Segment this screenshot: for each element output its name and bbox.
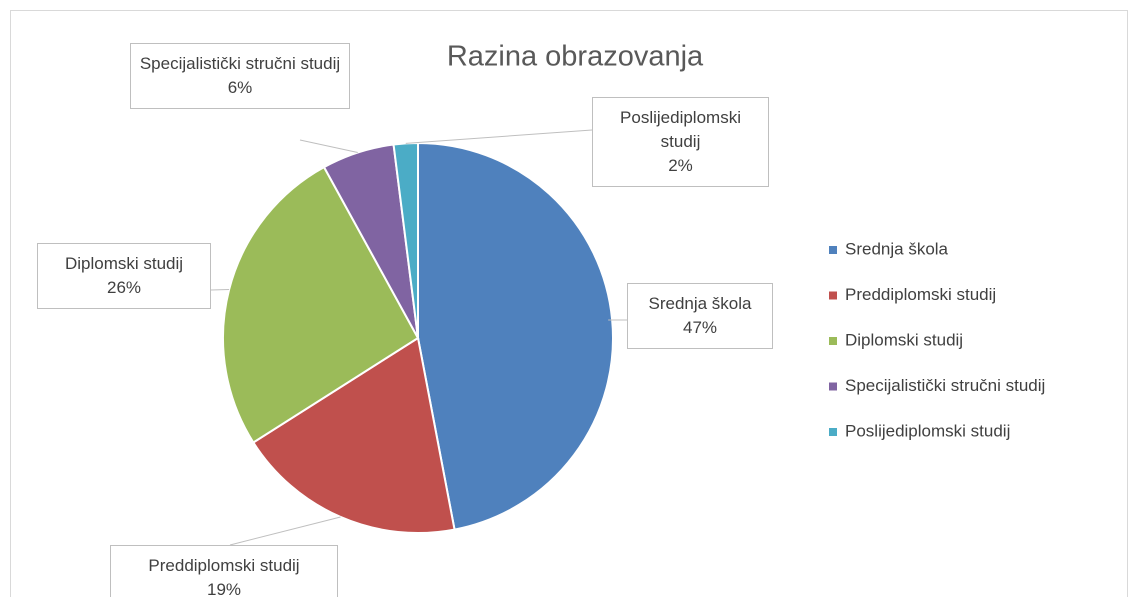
legend-label: Poslijediplomski studij: [845, 421, 1010, 440]
legend-label: Preddiplomski studij: [845, 285, 996, 304]
data-label-value: 47%: [682, 318, 718, 337]
data-label-value: 6%: [227, 78, 253, 97]
legend-label: Specijalistički stručni studij: [845, 376, 1045, 395]
data-label-value: 2%: [668, 156, 693, 175]
data-label-category: Diplomski studij: [64, 254, 184, 273]
chart-title: Razina obrazovanja: [447, 41, 704, 73]
legend-label: Srednja škola: [845, 239, 949, 258]
data-label: Srednja škola 47%: [627, 283, 773, 349]
data-label: Specijalistički stručni studij 6%: [130, 43, 350, 109]
leader-line: [405, 129, 593, 144]
legend-swatch: [829, 382, 837, 391]
legend-swatch: [829, 337, 837, 345]
data-label-category: Poslijediplomski studij: [620, 108, 741, 151]
leader-line: [299, 139, 358, 154]
data-label-value: 26%: [106, 278, 142, 297]
data-label-category: Preddiplomski studij: [148, 556, 300, 575]
data-label: Preddiplomski studij 19%: [110, 545, 338, 597]
data-label-category: Srednja škola: [648, 294, 752, 313]
legend-swatch: [829, 246, 837, 254]
data-label-category: Specijalistički stručni studij: [139, 54, 341, 73]
legend-label: Diplomski studij: [845, 330, 963, 349]
leader-line: [229, 516, 341, 546]
data-label: Diplomski studij 26%: [37, 243, 211, 309]
data-label: Poslijediplomski studij 2%: [592, 97, 769, 187]
legend-swatch: [829, 291, 837, 300]
legend-swatch: [829, 428, 837, 436]
pie-slice: [251, 336, 456, 534]
data-label-value: 19%: [206, 580, 242, 597]
